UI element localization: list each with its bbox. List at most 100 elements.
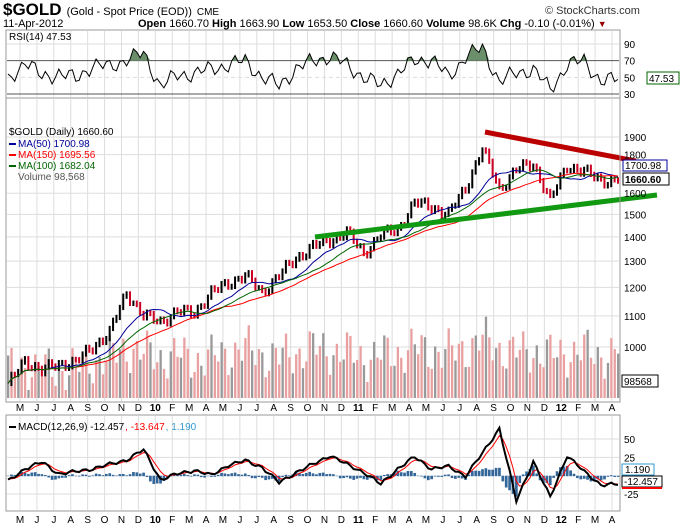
volume-bar bbox=[488, 337, 491, 398]
macd-histogram-bar bbox=[325, 474, 328, 477]
volume-bar bbox=[505, 368, 508, 398]
volume-bar bbox=[274, 348, 278, 398]
volume-bar bbox=[349, 335, 352, 398]
x-tick-label: O bbox=[507, 515, 515, 526]
volume-bar bbox=[467, 366, 471, 398]
volume-bar bbox=[210, 334, 213, 398]
x-tick-label: J bbox=[254, 403, 259, 414]
x-tick-label: S bbox=[84, 403, 91, 414]
x-tick-label: J bbox=[34, 515, 39, 526]
macd-histogram-bar bbox=[613, 475, 617, 478]
macd-histogram-bar bbox=[379, 475, 383, 480]
volume-bar bbox=[579, 360, 583, 398]
macd-histogram-bar bbox=[365, 475, 369, 480]
macd-histogram-bar bbox=[301, 474, 305, 477]
legend-macd: MACD(12,26,9) -12.457 bbox=[18, 422, 125, 433]
y-tick-label: 1400 bbox=[624, 233, 647, 244]
x-tick-label: M bbox=[185, 403, 193, 414]
macd-histogram-bar bbox=[13, 474, 17, 477]
macd-histogram-bar bbox=[155, 475, 159, 484]
macd-tick-label: -25 bbox=[624, 490, 639, 501]
macd-histogram-bar bbox=[74, 475, 78, 477]
exchange: CME bbox=[196, 7, 220, 18]
volume-bar bbox=[169, 351, 172, 398]
x-tick-label: S bbox=[287, 515, 294, 526]
macd-histogram-bar bbox=[101, 475, 105, 477]
volume-bar bbox=[183, 337, 186, 398]
macd-histogram-bar bbox=[457, 475, 461, 478]
macd-histogram-bar bbox=[423, 475, 427, 479]
macd-histogram-bar bbox=[260, 475, 264, 478]
title-row: $GOLD (Gold - Spot Price (EOD)) CME bbox=[3, 0, 219, 20]
rsi-tick-label: 70 bbox=[624, 57, 636, 68]
macd-histogram-bar bbox=[413, 472, 417, 477]
macd-histogram-bar bbox=[121, 473, 125, 477]
volume-bar bbox=[495, 348, 498, 398]
macd-histogram-bar bbox=[91, 475, 95, 477]
volume-bar bbox=[240, 360, 244, 398]
volume-bar bbox=[335, 343, 339, 398]
macd-histogram-bar bbox=[403, 472, 406, 477]
volume-bar bbox=[281, 347, 284, 398]
legend-volume: Volume 98,568 bbox=[18, 172, 85, 183]
quote-summary: Open 1660.70 High 1663.90 Low 1653.50 Cl… bbox=[138, 18, 607, 30]
macd-histogram-bar bbox=[498, 467, 501, 477]
volume-bar bbox=[447, 328, 450, 398]
macd-tick-label: 25 bbox=[624, 453, 636, 464]
macd-histogram-bar bbox=[599, 475, 603, 481]
macd-histogram-bar bbox=[247, 474, 251, 477]
volume-bar bbox=[291, 373, 294, 398]
macd-histogram-bar bbox=[125, 475, 129, 477]
macd-histogram-bar bbox=[145, 475, 149, 478]
volume-bar bbox=[305, 361, 308, 398]
brand-link[interactable]: © StockCharts.com bbox=[545, 5, 640, 17]
x-tick-label: J bbox=[457, 403, 462, 414]
volume-bar bbox=[267, 370, 271, 398]
macd-histogram-bar bbox=[108, 473, 112, 477]
volume-bar bbox=[149, 342, 152, 398]
volume-bar bbox=[393, 365, 396, 398]
volume-bar bbox=[352, 362, 355, 398]
x-tick-label: F bbox=[372, 403, 378, 414]
legend-signal: , -13.647 bbox=[125, 422, 165, 433]
x-tick-label: F bbox=[169, 515, 175, 526]
macd-histogram-bar bbox=[362, 475, 366, 480]
volume-bar bbox=[101, 374, 105, 398]
volume-bar bbox=[613, 349, 616, 398]
macd-histogram-bar bbox=[88, 475, 91, 477]
macd-histogram-bar bbox=[352, 475, 356, 480]
x-tick-label: A bbox=[609, 403, 616, 414]
volume-bar bbox=[315, 354, 318, 398]
volume-bar bbox=[284, 333, 288, 398]
volume-bar bbox=[376, 357, 379, 398]
ma150-line bbox=[7, 172, 619, 384]
volume-bar bbox=[118, 349, 122, 398]
volume-bar bbox=[254, 365, 257, 398]
macd-histogram-bar bbox=[54, 475, 57, 480]
volume-bar bbox=[325, 356, 328, 398]
macd-histogram-bar bbox=[254, 475, 257, 479]
macd-histogram-bar bbox=[132, 472, 135, 477]
macd-histogram-bar bbox=[220, 472, 223, 477]
volume-bar bbox=[95, 360, 98, 398]
volume-bar bbox=[203, 375, 206, 398]
x-tick-label: A bbox=[609, 515, 616, 526]
macd-histogram-bar bbox=[315, 474, 318, 477]
macd-frame bbox=[5, 414, 621, 512]
volume-bar bbox=[318, 345, 322, 398]
macd-histogram-bar bbox=[409, 471, 413, 477]
volume-bar bbox=[312, 333, 315, 398]
volume-bar bbox=[34, 354, 37, 398]
x-tick-label: O bbox=[101, 515, 109, 526]
volume-bar bbox=[542, 367, 545, 398]
macd-histogram-bar bbox=[548, 475, 552, 486]
volume-bar bbox=[166, 378, 169, 398]
volume-bar bbox=[444, 349, 447, 398]
macd-histogram-bar bbox=[64, 475, 68, 478]
volume-bar bbox=[515, 357, 518, 398]
price-legend: $GOLD (Daily) 1660.60 MA(50) 1700.98 MA(… bbox=[9, 127, 114, 183]
resistance-trendline bbox=[484, 129, 637, 164]
rsi-line bbox=[7, 42, 619, 93]
macd-histogram-bar bbox=[555, 471, 559, 477]
rsi-legend: RSI(14) 47.53 bbox=[9, 32, 72, 43]
